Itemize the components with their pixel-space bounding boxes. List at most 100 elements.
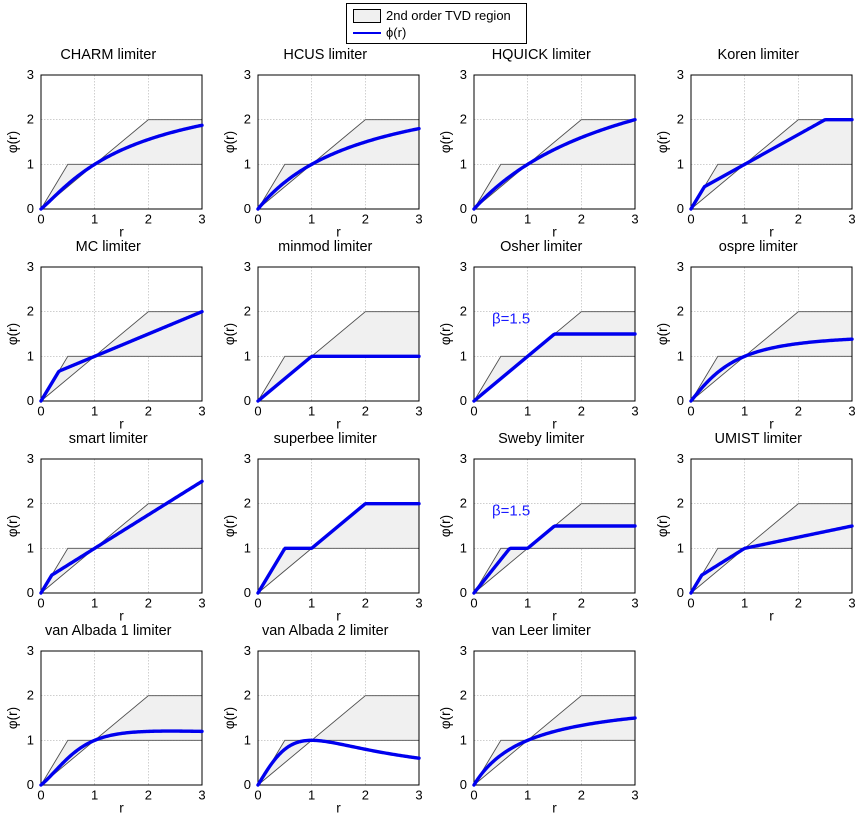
svg-text:φ(r): φ(r) xyxy=(655,323,670,345)
svg-text:2: 2 xyxy=(460,496,467,511)
svg-text:3: 3 xyxy=(631,404,638,419)
svg-text:0: 0 xyxy=(254,212,261,227)
svg-text:0: 0 xyxy=(460,393,467,408)
svg-text:0: 0 xyxy=(687,404,694,419)
svg-text:2: 2 xyxy=(676,496,683,511)
svg-text:2: 2 xyxy=(27,496,34,511)
svg-text:φ(r): φ(r) xyxy=(5,131,20,153)
svg-text:3: 3 xyxy=(676,451,683,466)
svg-text:van Albada 2 limiter: van Albada 2 limiter xyxy=(261,623,388,639)
svg-text:3: 3 xyxy=(848,212,855,227)
svg-text:3: 3 xyxy=(243,67,250,82)
svg-text:2: 2 xyxy=(794,212,801,227)
svg-text:1: 1 xyxy=(27,348,34,363)
svg-text:Osher limiter: Osher limiter xyxy=(500,239,582,255)
svg-text:1: 1 xyxy=(524,596,531,611)
svg-text:3: 3 xyxy=(631,788,638,803)
svg-text:van Leer limiter: van Leer limiter xyxy=(492,623,591,639)
svg-text:3: 3 xyxy=(631,212,638,227)
svg-text:β=1.5: β=1.5 xyxy=(492,502,530,519)
svg-text:0: 0 xyxy=(27,201,34,216)
svg-text:r: r xyxy=(336,225,341,239)
svg-text:superbee limiter: superbee limiter xyxy=(273,431,376,447)
svg-text:2: 2 xyxy=(145,212,152,227)
svg-text:CHARM limiter: CHARM limiter xyxy=(60,47,156,63)
svg-text:φ(r): φ(r) xyxy=(438,323,453,345)
svg-text:2: 2 xyxy=(361,404,368,419)
svg-text:r: r xyxy=(552,417,557,431)
svg-text:1: 1 xyxy=(243,348,250,363)
svg-text:1: 1 xyxy=(460,540,467,555)
svg-text:r: r xyxy=(336,801,341,815)
svg-text:1: 1 xyxy=(243,732,250,747)
svg-text:2: 2 xyxy=(460,688,467,703)
svg-text:1: 1 xyxy=(741,212,748,227)
svg-text:1: 1 xyxy=(524,212,531,227)
svg-text:3: 3 xyxy=(27,259,34,274)
svg-text:0: 0 xyxy=(687,212,694,227)
svg-text:1: 1 xyxy=(676,540,683,555)
svg-text:1: 1 xyxy=(524,404,531,419)
svg-text:φ(r): φ(r) xyxy=(438,515,453,537)
svg-text:2: 2 xyxy=(361,212,368,227)
svg-text:r: r xyxy=(336,609,341,623)
svg-text:1: 1 xyxy=(308,404,315,419)
svg-text:1: 1 xyxy=(27,732,34,747)
svg-text:1: 1 xyxy=(460,732,467,747)
svg-text:1: 1 xyxy=(741,404,748,419)
svg-text:1: 1 xyxy=(460,348,467,363)
svg-text:0: 0 xyxy=(470,212,477,227)
svg-text:HQUICK limiter: HQUICK limiter xyxy=(492,47,591,63)
svg-text:r: r xyxy=(119,417,124,431)
svg-text:3: 3 xyxy=(460,259,467,274)
svg-text:2: 2 xyxy=(243,112,250,127)
svg-text:1: 1 xyxy=(91,788,98,803)
svg-text:3: 3 xyxy=(460,643,467,658)
svg-text:1: 1 xyxy=(524,788,531,803)
svg-text:r: r xyxy=(119,801,124,815)
svg-text:MC limiter: MC limiter xyxy=(76,239,141,255)
svg-text:φ(r): φ(r) xyxy=(222,323,237,345)
svg-text:2: 2 xyxy=(361,596,368,611)
svg-text:0: 0 xyxy=(243,393,250,408)
svg-text:3: 3 xyxy=(415,212,422,227)
svg-text:2: 2 xyxy=(676,112,683,127)
svg-text:r: r xyxy=(552,801,557,815)
svg-text:1: 1 xyxy=(460,156,467,171)
svg-text:1: 1 xyxy=(27,156,34,171)
svg-text:φ(r): φ(r) xyxy=(655,131,670,153)
svg-text:ospre limiter: ospre limiter xyxy=(718,239,797,255)
svg-text:β=1.5: β=1.5 xyxy=(492,310,530,327)
svg-text:3: 3 xyxy=(243,451,250,466)
svg-text:φ(r): φ(r) xyxy=(438,131,453,153)
svg-text:r: r xyxy=(769,417,774,431)
svg-text:0: 0 xyxy=(687,596,694,611)
svg-text:2: 2 xyxy=(578,596,585,611)
svg-text:r: r xyxy=(119,225,124,239)
svg-text:φ(r): φ(r) xyxy=(5,515,20,537)
svg-text:0: 0 xyxy=(37,404,44,419)
svg-text:2: 2 xyxy=(578,404,585,419)
svg-text:0: 0 xyxy=(460,777,467,792)
svg-text:0: 0 xyxy=(470,404,477,419)
svg-text:3: 3 xyxy=(198,404,205,419)
svg-text:0: 0 xyxy=(460,201,467,216)
svg-text:3: 3 xyxy=(27,643,34,658)
svg-text:φ(r): φ(r) xyxy=(655,515,670,537)
svg-text:1: 1 xyxy=(243,156,250,171)
svg-text:3: 3 xyxy=(27,67,34,82)
svg-text:3: 3 xyxy=(631,596,638,611)
svg-text:HCUS limiter: HCUS limiter xyxy=(283,47,367,63)
svg-text:2: 2 xyxy=(794,404,801,419)
svg-text:2: 2 xyxy=(361,788,368,803)
svg-text:0: 0 xyxy=(37,788,44,803)
svg-text:φ(r): φ(r) xyxy=(222,515,237,537)
svg-text:2: 2 xyxy=(145,404,152,419)
svg-text:φ(r): φ(r) xyxy=(222,131,237,153)
svg-text:3: 3 xyxy=(198,212,205,227)
svg-text:3: 3 xyxy=(198,788,205,803)
svg-text:r: r xyxy=(769,609,774,623)
svg-text:3: 3 xyxy=(676,67,683,82)
svg-text:2: 2 xyxy=(676,304,683,319)
svg-text:φ(r): φ(r) xyxy=(5,323,20,345)
